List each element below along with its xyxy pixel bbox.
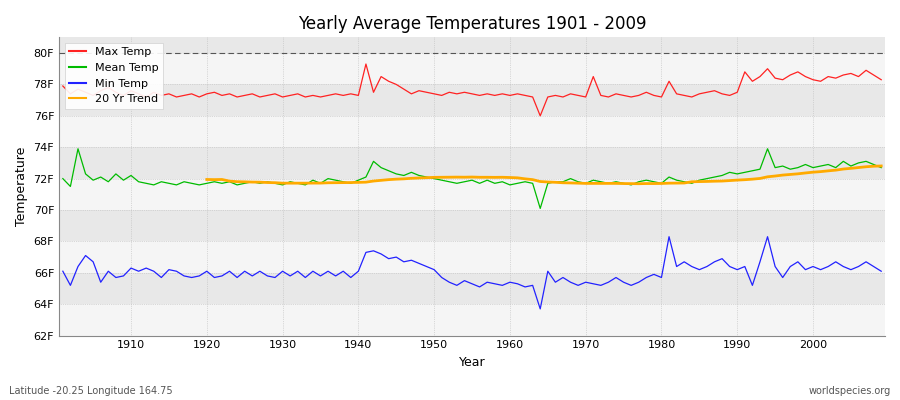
Text: Latitude -20.25 Longitude 164.75: Latitude -20.25 Longitude 164.75: [9, 386, 173, 396]
Bar: [59, 116, 885, 147]
Bar: [59, 53, 885, 84]
Y-axis label: Temperature: Temperature: [15, 147, 28, 226]
Text: worldspecies.org: worldspecies.org: [809, 386, 891, 396]
Title: Yearly Average Temperatures 1901 - 2009: Yearly Average Temperatures 1901 - 2009: [298, 15, 646, 33]
X-axis label: Year: Year: [459, 356, 485, 369]
Legend: Max Temp, Mean Temp, Min Temp, 20 Yr Trend: Max Temp, Mean Temp, Min Temp, 20 Yr Tre…: [65, 43, 163, 109]
Bar: [59, 179, 885, 210]
Bar: [59, 241, 885, 273]
Bar: [59, 304, 885, 336]
